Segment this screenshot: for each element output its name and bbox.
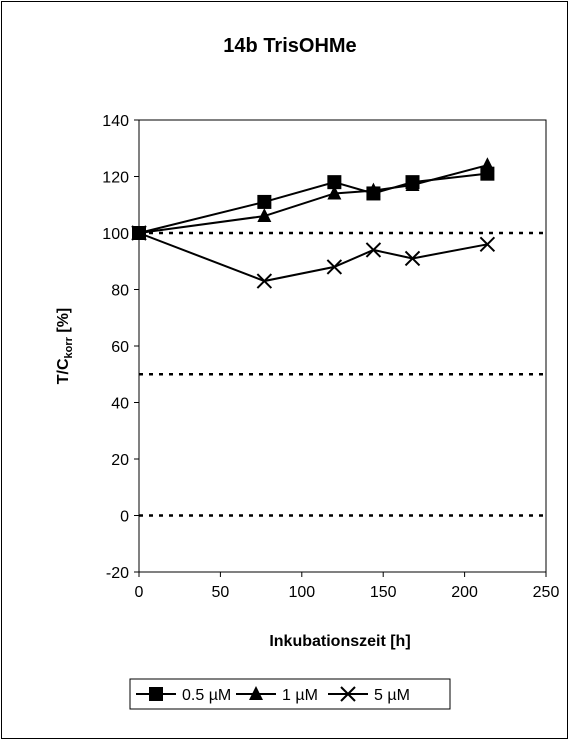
series-layer — [131, 157, 496, 289]
x-tick-label: 0 — [135, 584, 144, 601]
x-marker-stroke — [404, 250, 421, 267]
legend-label: 1 µM — [282, 687, 318, 704]
data-point — [366, 182, 381, 197]
data-point — [326, 259, 343, 275]
data-point — [405, 176, 420, 191]
x-axis-label: Inkubationszeit [h] — [269, 633, 410, 650]
legend-item: 5 µM — [328, 686, 410, 704]
legend-label: 5 µM — [374, 687, 410, 704]
y-axis-label: T/Ckorr [%] — [55, 308, 75, 385]
x-marker-stroke — [365, 242, 382, 258]
y-tick-label: 0 — [120, 509, 129, 526]
x-axis: 0 50 100 150 200 250 — [135, 572, 560, 601]
legend: 0.5 µM 1 µM 5 µM — [129, 678, 451, 710]
y-tick-label: 20 — [111, 452, 129, 469]
reference-lines — [139, 231, 546, 517]
legend-item: 0.5 µM — [136, 687, 231, 704]
data-point — [327, 185, 342, 200]
data-point — [256, 273, 273, 289]
y-tick-label: 140 — [102, 113, 129, 130]
x-tick-label: 250 — [533, 584, 560, 601]
y-tick-label: -20 — [106, 565, 129, 582]
legend-marker — [149, 687, 163, 701]
data-point — [131, 225, 147, 241]
data-point — [404, 250, 421, 267]
legend-item: 1 µM — [236, 686, 318, 704]
data-point — [365, 242, 382, 258]
y-axis: -20 0 20 40 60 80 100 120 140 — [102, 113, 139, 582]
data-point — [257, 194, 272, 209]
data-point — [257, 208, 272, 223]
y-tick-label: 100 — [102, 226, 129, 243]
legend-box — [129, 678, 451, 710]
y-tick-label: 40 — [111, 396, 129, 413]
legend-marker — [249, 686, 263, 700]
data-point — [479, 236, 496, 253]
legend-label: 0.5 µM — [182, 687, 231, 704]
x-tick-label: 100 — [288, 584, 315, 601]
x-tick-label: 150 — [370, 584, 397, 601]
y-tick-label: 80 — [111, 283, 129, 300]
x-tick-label: 50 — [212, 584, 230, 601]
x-marker-stroke — [479, 236, 496, 253]
series-line — [138, 232, 488, 283]
x-tick-label: 200 — [451, 584, 478, 601]
y-tick-label: 60 — [111, 339, 129, 356]
x-marker-stroke — [131, 225, 147, 241]
y-tick-label: 120 — [102, 170, 129, 187]
x-marker-stroke — [256, 273, 273, 289]
legend-marker — [340, 686, 356, 702]
series-line — [138, 164, 488, 234]
x-marker-stroke — [326, 259, 343, 275]
series-2 — [131, 225, 496, 289]
chart-title: 14b TrisOHMe — [223, 35, 356, 57]
x-marker-stroke — [340, 686, 356, 702]
data-point — [327, 175, 342, 190]
plot-area — [138, 119, 547, 573]
data-point — [480, 157, 495, 172]
